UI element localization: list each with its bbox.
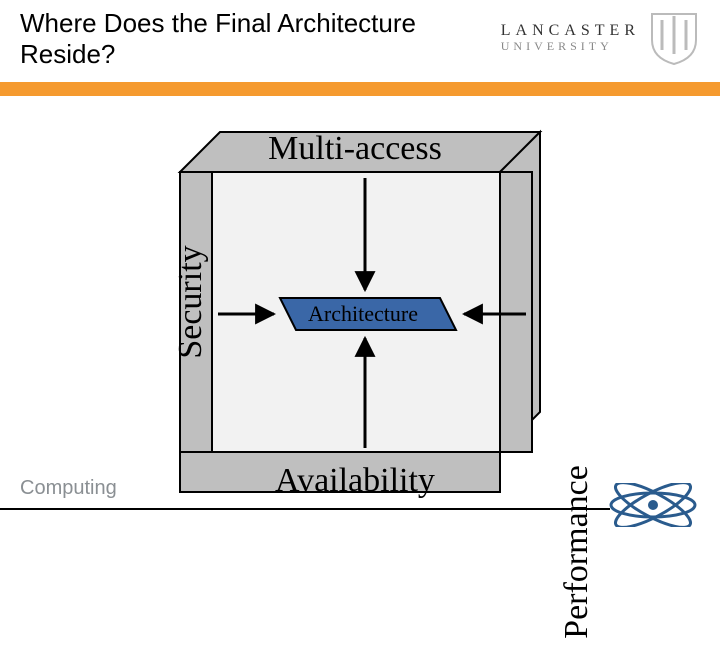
face-bottom-label: Availability (130, 462, 580, 500)
university-logo: LANCASTER UNIVERSITY (501, 10, 700, 66)
face-right-label: Performance (558, 432, 596, 672)
accent-bar (0, 82, 720, 96)
shield-icon (648, 10, 700, 66)
page-title: Where Does the Final Architecture Reside… (20, 8, 420, 70)
logo-main-text: LANCASTER (501, 22, 640, 40)
footer-text: Computing (20, 477, 117, 500)
logo-sub-text: UNIVERSITY (501, 39, 640, 54)
footer-divider (0, 508, 610, 510)
face-top-label: Multi-access (130, 130, 580, 168)
face-left-label: Security (172, 202, 210, 402)
architecture-cube-diagram: Multi-access Availability Security Perfo… (130, 112, 580, 512)
footer-logo-icon (608, 483, 698, 532)
